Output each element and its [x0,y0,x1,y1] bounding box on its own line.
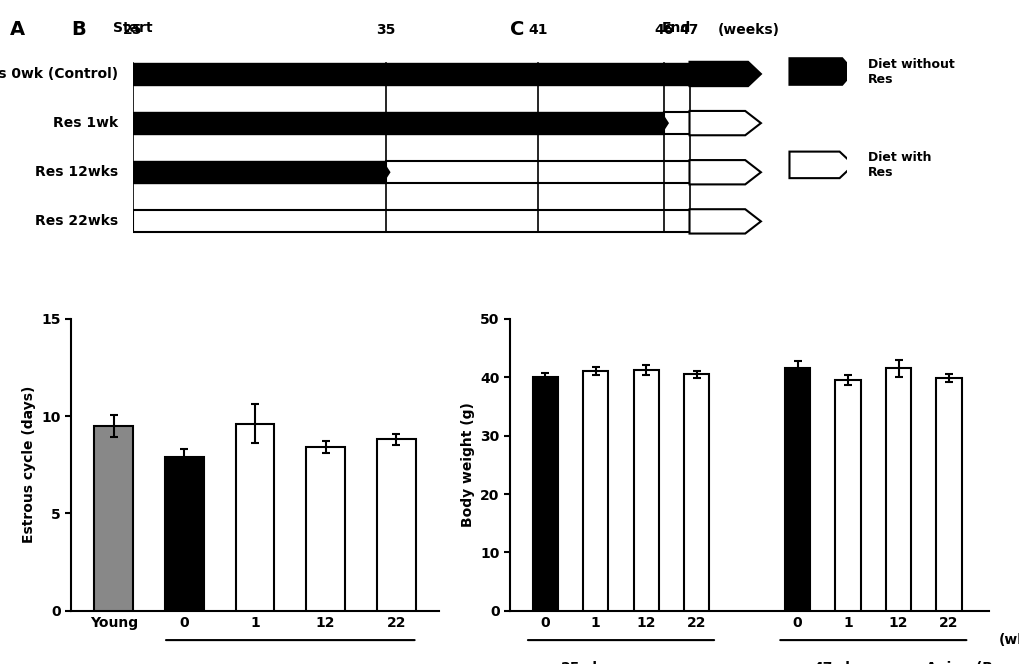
Bar [532,377,557,611]
Text: Aging (Res wks): Aging (Res wks) [925,661,1019,664]
Bar [132,112,663,134]
Bar [886,369,910,611]
Bar [935,378,961,611]
Text: Res 12wks: Res 12wks [36,165,118,179]
Bar [583,371,607,611]
Bar [633,370,658,611]
Text: Start: Start [113,21,152,35]
Text: 47: 47 [680,23,698,37]
Polygon shape [357,163,389,181]
Polygon shape [689,62,760,86]
Bar [132,161,385,183]
Text: Diet with
Res: Diet with Res [867,151,930,179]
Text: Res 22wks: Res 22wks [36,214,118,228]
Polygon shape [689,209,760,234]
Text: 46: 46 [654,23,674,37]
Text: Res 1wk: Res 1wk [53,116,118,130]
Bar [663,112,689,134]
Y-axis label: Body weight (g): Body weight (g) [461,402,474,527]
Text: (weeks): (weeks) [717,23,780,37]
Polygon shape [789,151,853,178]
Text: B: B [71,20,86,39]
Bar [684,374,708,611]
Text: 25wks: 25wks [560,661,610,664]
Bar [132,63,689,85]
Text: End: End [661,21,691,35]
Bar [785,369,809,611]
Bar [385,161,689,183]
Text: 41: 41 [528,23,547,37]
Text: 25: 25 [122,23,143,37]
Bar [835,380,860,611]
Text: A: A [10,20,25,39]
Polygon shape [635,114,667,132]
Bar [132,210,689,232]
Bar [95,426,133,611]
Text: C: C [510,20,524,39]
Bar [165,457,204,611]
Text: Res 0wk (Control): Res 0wk (Control) [0,67,118,81]
Bar [306,448,344,611]
Text: (wks): (wks) [998,633,1019,647]
Text: Diet without
Res: Diet without Res [867,58,954,86]
Y-axis label: Estrous cycle (days): Estrous cycle (days) [21,386,36,544]
Text: 47wks: 47wks [812,661,862,664]
Text: 35: 35 [376,23,395,37]
Polygon shape [689,160,760,185]
Polygon shape [789,58,853,85]
Bar [235,424,274,611]
Bar [376,440,416,611]
Polygon shape [689,111,760,135]
